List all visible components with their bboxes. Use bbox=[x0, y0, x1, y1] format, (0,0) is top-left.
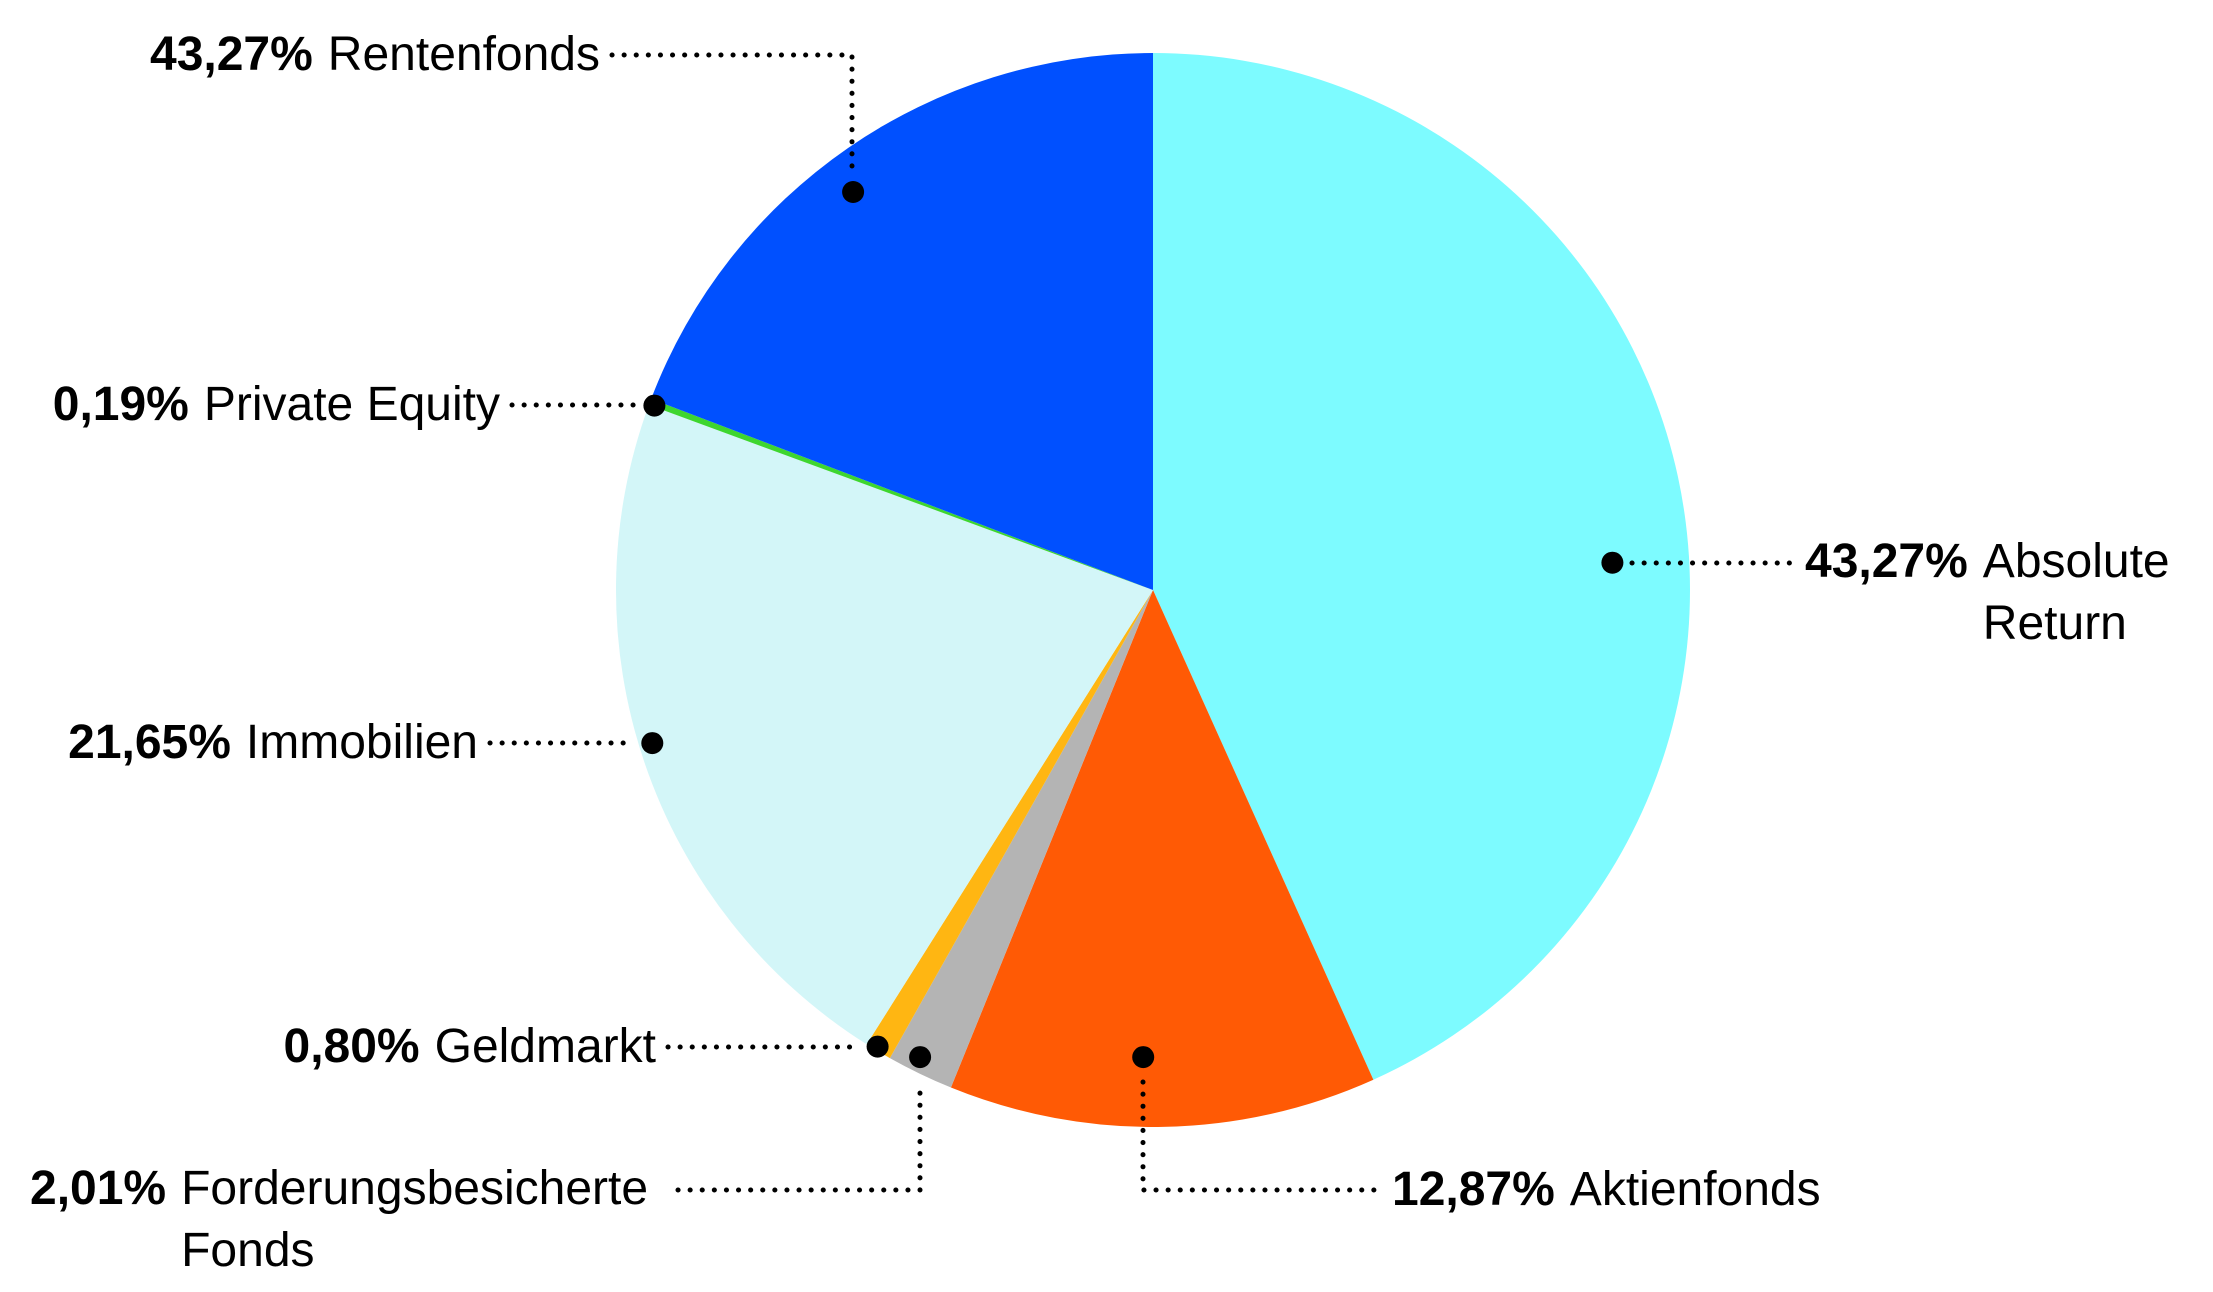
slice-label-private-equity: 0,19% Private Equity bbox=[53, 374, 500, 436]
leader-line-forderungsbesicherte_fonds bbox=[675, 1079, 923, 1193]
slice-percent: 43,27% bbox=[1805, 535, 1968, 588]
pie-slice-absolute_return bbox=[1153, 53, 1690, 1080]
slice-name: Geldmarkt bbox=[434, 1019, 656, 1073]
callout-dot-forderungsbesicherte_fonds bbox=[909, 1046, 932, 1069]
callout-dot-private_equity bbox=[643, 394, 666, 417]
slice-label-absolute-return: 43,27% Absolute Return bbox=[1805, 531, 2203, 656]
slice-percent: 12,87% bbox=[1392, 1162, 1555, 1216]
slice-label-immobilien: 21,65% Immobilien bbox=[68, 712, 478, 774]
pie-slice-aktienfonds bbox=[950, 590, 1374, 1127]
slice-label-rentenfonds: 43,27% Rentenfonds bbox=[150, 24, 600, 86]
slice-percent: 0,80% bbox=[283, 1019, 420, 1073]
pie-slice-private_equity bbox=[648, 398, 1153, 590]
slice-name: Private Equity bbox=[203, 377, 500, 431]
slice-label-forderungsbesicherte-fonds: 2,01% Forderungsbesicherte Fonds bbox=[30, 1158, 686, 1283]
pie-slice-geldmarkt bbox=[866, 590, 1153, 1059]
callout-dot-rentenfonds bbox=[842, 181, 865, 203]
slice-percent: 2,01% bbox=[30, 1162, 167, 1215]
slice-label-aktienfonds: 12,87% Aktienfonds bbox=[1392, 1159, 1821, 1221]
slice-name: Absolute Return bbox=[1982, 535, 2170, 651]
slice-percent: 21,65% bbox=[68, 715, 231, 769]
leader-line-rentenfonds bbox=[609, 52, 855, 177]
callout-dot-geldmarkt bbox=[866, 1035, 889, 1058]
pie-slice-forderungsbesicherte_fonds bbox=[889, 590, 1153, 1088]
slice-name: Aktienfonds bbox=[1569, 1162, 1821, 1216]
callout-dot-absolute_return bbox=[1601, 551, 1624, 574]
slice-name: Immobilien bbox=[245, 715, 478, 769]
slice-percent: 43,27% bbox=[150, 27, 313, 81]
pie-slice-immobilien bbox=[616, 404, 1153, 1045]
pie-slice-rentenfonds bbox=[651, 53, 1153, 590]
slice-label-geldmarkt: 0,80% Geldmarkt bbox=[284, 1016, 657, 1078]
slice-name: Forderungsbesicherte Fonds bbox=[181, 1162, 649, 1278]
slice-percent: 0,19% bbox=[52, 377, 189, 431]
callout-dot-immobilien bbox=[641, 732, 664, 755]
callout-dot-aktienfonds bbox=[1132, 1046, 1155, 1069]
slice-name: Rentenfonds bbox=[327, 27, 600, 81]
leader-line-aktienfonds bbox=[1140, 1079, 1379, 1193]
